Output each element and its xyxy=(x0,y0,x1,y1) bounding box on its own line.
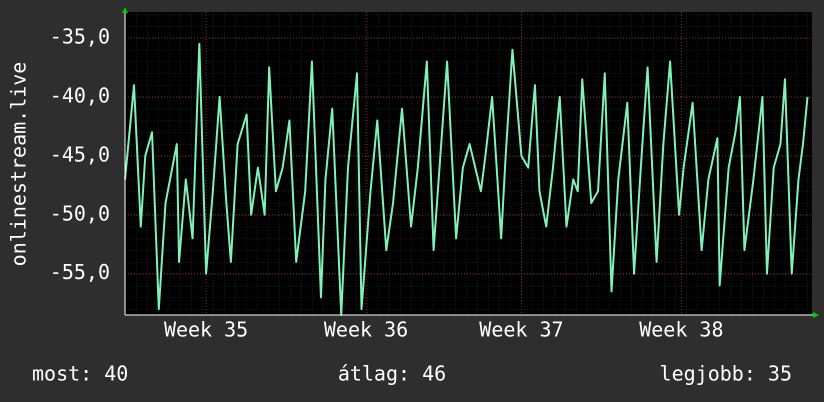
stat-average: átlag: 46 xyxy=(338,362,446,386)
plot xyxy=(124,42,809,316)
y-tick-label: -50,0 xyxy=(50,201,110,225)
y-tick-label: -35,0 xyxy=(50,24,110,48)
x-tick-label: Week 38 xyxy=(639,318,723,342)
stat-current: most: 40 xyxy=(32,362,128,386)
y-tick-label: -55,0 xyxy=(50,260,110,284)
y-tick-label: -40,0 xyxy=(50,83,110,107)
y-axis-arrow xyxy=(122,7,128,13)
y-tick-label: -45,0 xyxy=(50,142,110,166)
y-axis-title: onlinestream.live xyxy=(7,62,31,267)
series-line xyxy=(124,42,809,316)
x-axis-arrow xyxy=(813,312,819,318)
stat-best: legjobb: 35 xyxy=(660,362,792,386)
x-tick-label: Week 36 xyxy=(324,318,408,342)
x-tick-label: Week 37 xyxy=(479,318,563,342)
x-tick-label: Week 35 xyxy=(164,318,248,342)
minor-grid xyxy=(125,12,812,315)
